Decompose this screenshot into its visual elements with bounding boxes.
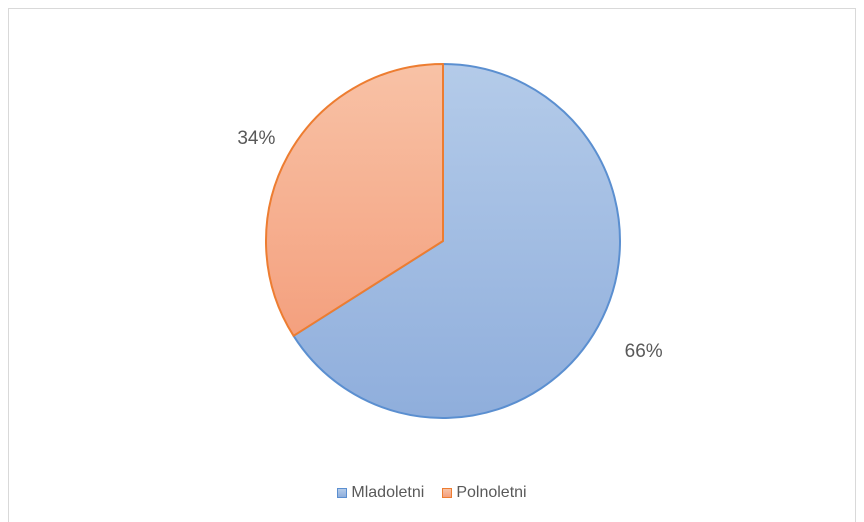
legend-label-mladoletni: Mladoletni	[351, 484, 425, 501]
legend-item-mladoletni: Mladoletni	[337, 484, 424, 502]
legend: Mladoletni Polnoletni	[0, 484, 864, 502]
data-label-mladoletni: 66%	[625, 341, 663, 362]
legend-swatch-polnoletni	[442, 488, 453, 498]
pie-slice-mladoletni	[292, 63, 621, 419]
legend-item-polnoletni: Polnoletni	[442, 484, 527, 502]
legend-label-polnoletni: Polnoletni	[456, 484, 527, 501]
pie-slice-polnoletni	[265, 63, 444, 337]
legend-swatch-mladoletni	[337, 488, 348, 498]
data-label-polnoletni: 34%	[237, 128, 275, 149]
